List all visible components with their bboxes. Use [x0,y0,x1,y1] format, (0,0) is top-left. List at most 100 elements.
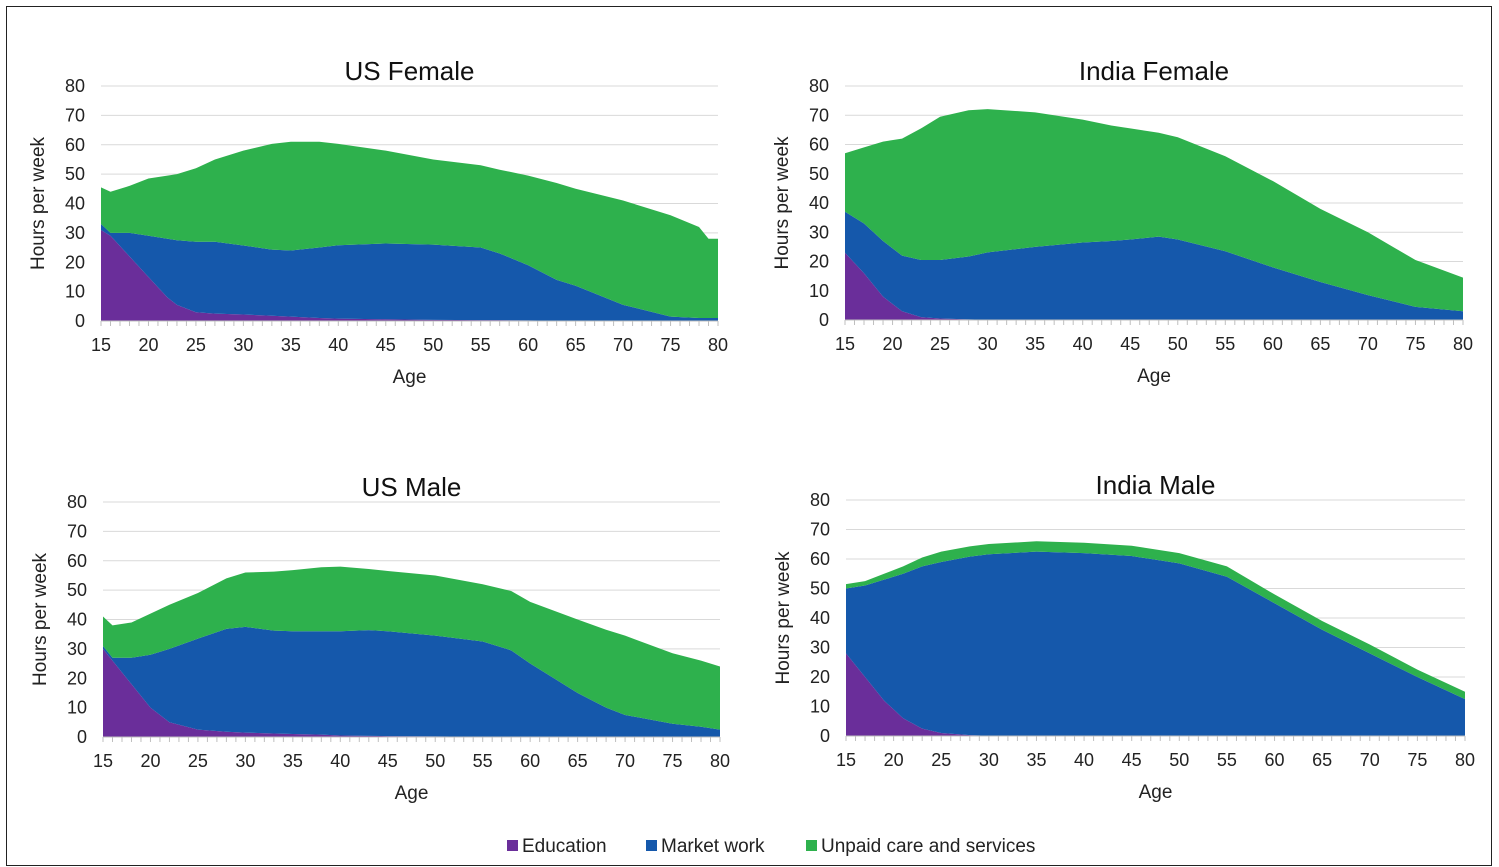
area-education [103,648,720,737]
y-tick-label: 10 [65,282,85,302]
x-tick-label: 30 [979,750,999,770]
x-tick-label: 60 [518,335,538,355]
y-tick-label: 0 [820,726,830,746]
legend-item-unpaid-care-and-services: Unpaid care and services [806,836,1035,857]
x-tick-label: 50 [423,335,443,355]
x-tick-label: 45 [376,335,396,355]
x-tick-label: 45 [1120,334,1140,354]
legend: Education Market work Unpaid care and serv… [507,836,1035,857]
chart-india-female: 0 10 20 30 40 50 60 70 80 15 20 25 30 35 40 45 50 55 60 65 7… [772,56,1473,387]
x-tick-label: 40 [328,335,348,355]
legend-item-market-work: Market work [646,836,765,857]
x-tick-label: 15 [835,334,855,354]
y-tick-label: 50 [67,580,87,600]
x-tick-label: 65 [1312,750,1332,770]
y-tick-label: 80 [67,492,87,512]
x-tick-label: 15 [93,751,113,771]
x-tick-label: 20 [138,335,158,355]
y-tick-label: 50 [810,579,830,599]
area-unpaid-care-and-services [103,566,720,730]
y-tick-label: 10 [67,698,87,718]
x-tick-label: 80 [1455,750,1475,770]
chart-title: US Male [362,472,462,502]
x-tick-label: 20 [884,750,904,770]
x-tick-label: 50 [425,751,445,771]
y-tick-label: 30 [809,222,829,242]
x-tick-label: 45 [1122,750,1142,770]
y-tick-label: 40 [65,194,85,214]
x-axis-label: Age [395,783,429,804]
area-market-work [846,551,1465,736]
x-tick-label: 40 [330,751,350,771]
x-tick-label: 35 [281,335,301,355]
x-tick-label: 30 [235,751,255,771]
y-tick-label: 50 [809,164,829,184]
y-tick-label: 70 [810,520,830,540]
x-tick-label: 25 [186,335,206,355]
y-tick-label: 20 [65,252,85,272]
x-tick-label: 60 [1265,750,1285,770]
x-tick-label: 50 [1169,750,1189,770]
x-tick-label: 60 [1263,334,1283,354]
y-tick-label: 30 [67,639,87,659]
x-tick-label: 70 [1358,334,1378,354]
y-tick-label: 20 [809,252,829,272]
area-unpaid-care-and-services [845,109,1463,312]
x-tick-label: 40 [1074,750,1094,770]
x-tick-label: 55 [1217,750,1237,770]
legend-swatch [507,840,518,851]
y-tick-label: 60 [65,135,85,155]
chart-us-female: 0 10 20 30 40 50 60 70 80 15 20 25 30 35 40 45 50 55 60 65 7… [28,56,728,388]
y-tick-label: 70 [809,105,829,125]
y-tick-label: 0 [75,311,85,331]
x-tick-label: 15 [91,335,111,355]
x-tick-label: 75 [1407,750,1427,770]
y-tick-label: 70 [65,105,85,125]
y-tick-label: 30 [810,638,830,658]
x-tick-label: 65 [566,335,586,355]
y-axis-label: Hours per week [773,551,794,685]
x-axis-label: Age [1137,366,1171,387]
x-tick-label: 80 [708,335,728,355]
chart-title: India Male [1096,470,1216,500]
legend-swatch [806,840,817,851]
y-tick-label: 60 [809,135,829,155]
x-tick-label: 75 [1405,334,1425,354]
x-tick-label: 75 [661,335,681,355]
x-tick-label: 20 [883,334,903,354]
x-axis-label: Age [1139,782,1173,803]
x-tick-label: 40 [1073,334,1093,354]
x-tick-label: 30 [978,334,998,354]
y-axis-label: Hours per week [772,136,793,270]
y-tick-label: 80 [809,76,829,96]
y-tick-label: 0 [819,310,829,330]
x-tick-label: 65 [568,751,588,771]
x-tick-label: 20 [140,751,160,771]
y-tick-label: 10 [809,281,829,301]
x-tick-label: 55 [473,751,493,771]
chart-india-male: 0 10 20 30 40 50 60 70 80 15 20 25 30 35 40 45 50 55 60 65 7… [773,470,1475,803]
y-axis-label: Hours per week [28,136,49,270]
y-tick-label: 30 [65,223,85,243]
x-tick-label: 25 [930,334,950,354]
x-tick-label: 80 [710,751,730,771]
x-tick-label: 55 [1215,334,1235,354]
x-tick-label: 55 [471,335,491,355]
y-axis-label: Hours per week [30,552,51,686]
area-education [845,252,1463,320]
x-tick-label: 35 [1025,334,1045,354]
area-market-work [845,211,1463,320]
x-tick-label: 25 [931,750,951,770]
y-tick-label: 0 [77,727,87,747]
x-tick-label: 15 [836,750,856,770]
chart-title: India Female [1079,56,1229,86]
chart-title: US Female [344,56,474,86]
x-tick-label: 60 [520,751,540,771]
x-axis-label: Age [393,367,427,388]
legend-label: Unpaid care and services [821,836,1035,857]
legend-item-education: Education [507,836,607,857]
y-tick-label: 20 [810,667,830,687]
x-tick-label: 50 [1168,334,1188,354]
legend-swatch [646,840,657,851]
